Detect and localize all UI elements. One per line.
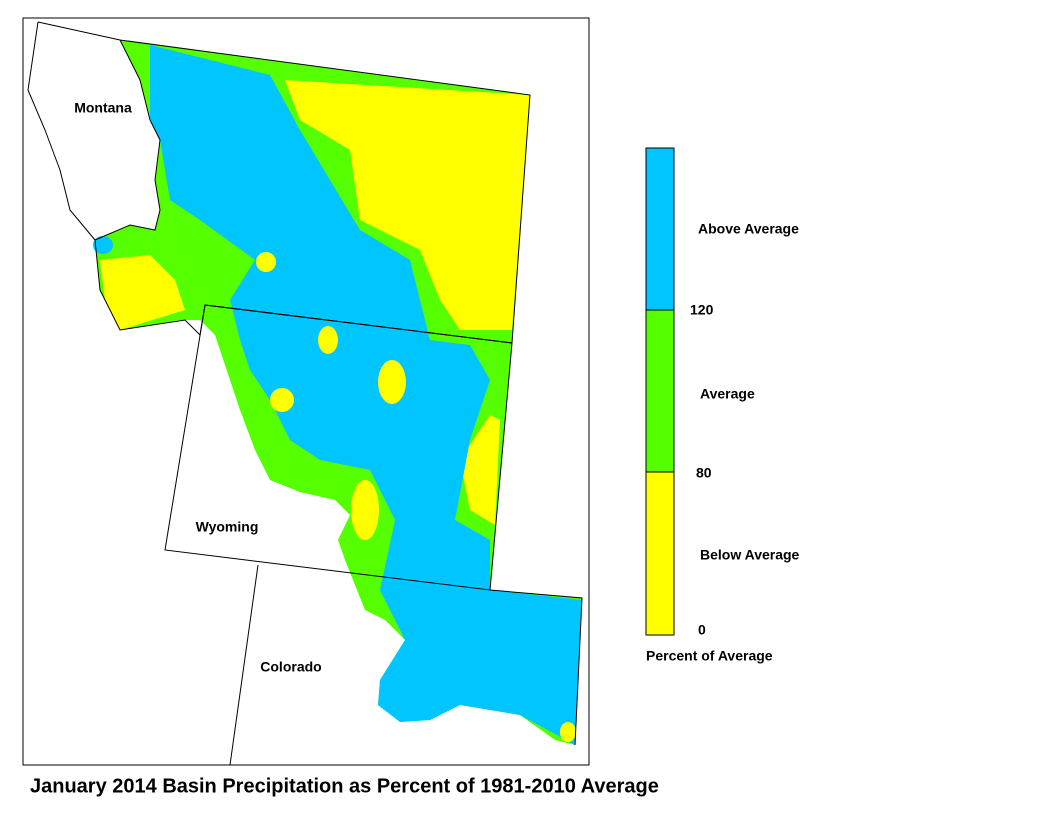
state-label: Montana <box>74 100 132 116</box>
state-outlines <box>27 21 583 766</box>
montana-west <box>27 21 96 241</box>
below-average-area <box>285 80 530 330</box>
below-average-area <box>318 326 338 354</box>
below-average-area <box>270 388 294 412</box>
legend-swatch <box>645 471 675 636</box>
legend-swatch <box>645 309 675 473</box>
legend-break: 80 <box>696 465 712 481</box>
legend-break: 120 <box>690 302 714 318</box>
below-average-area <box>460 415 500 525</box>
legend-break: 0 <box>698 622 706 638</box>
below-average-area <box>560 722 576 742</box>
caption: January 2014 Basin Precipitation as Perc… <box>30 775 659 797</box>
state-label: Wyoming <box>196 519 259 535</box>
legend-label: Average <box>700 386 755 402</box>
below-average-area <box>378 360 406 404</box>
above-average-area <box>150 45 582 745</box>
legend-label: Below Average <box>700 547 800 563</box>
above-average-area <box>93 236 113 254</box>
colorado-north <box>489 589 583 746</box>
legend-swatch <box>645 147 675 311</box>
state-label: Colorado <box>260 659 321 675</box>
legend-label: Above Average <box>698 221 799 237</box>
basin-map <box>93 40 582 745</box>
below-average-area <box>100 255 185 330</box>
below-average-area <box>256 252 276 272</box>
colorado-outline <box>229 564 259 766</box>
below-average-area <box>351 480 379 540</box>
legend: Above Average Average Below Average 120 … <box>645 147 800 664</box>
legend-title: Percent of Average <box>646 648 773 664</box>
